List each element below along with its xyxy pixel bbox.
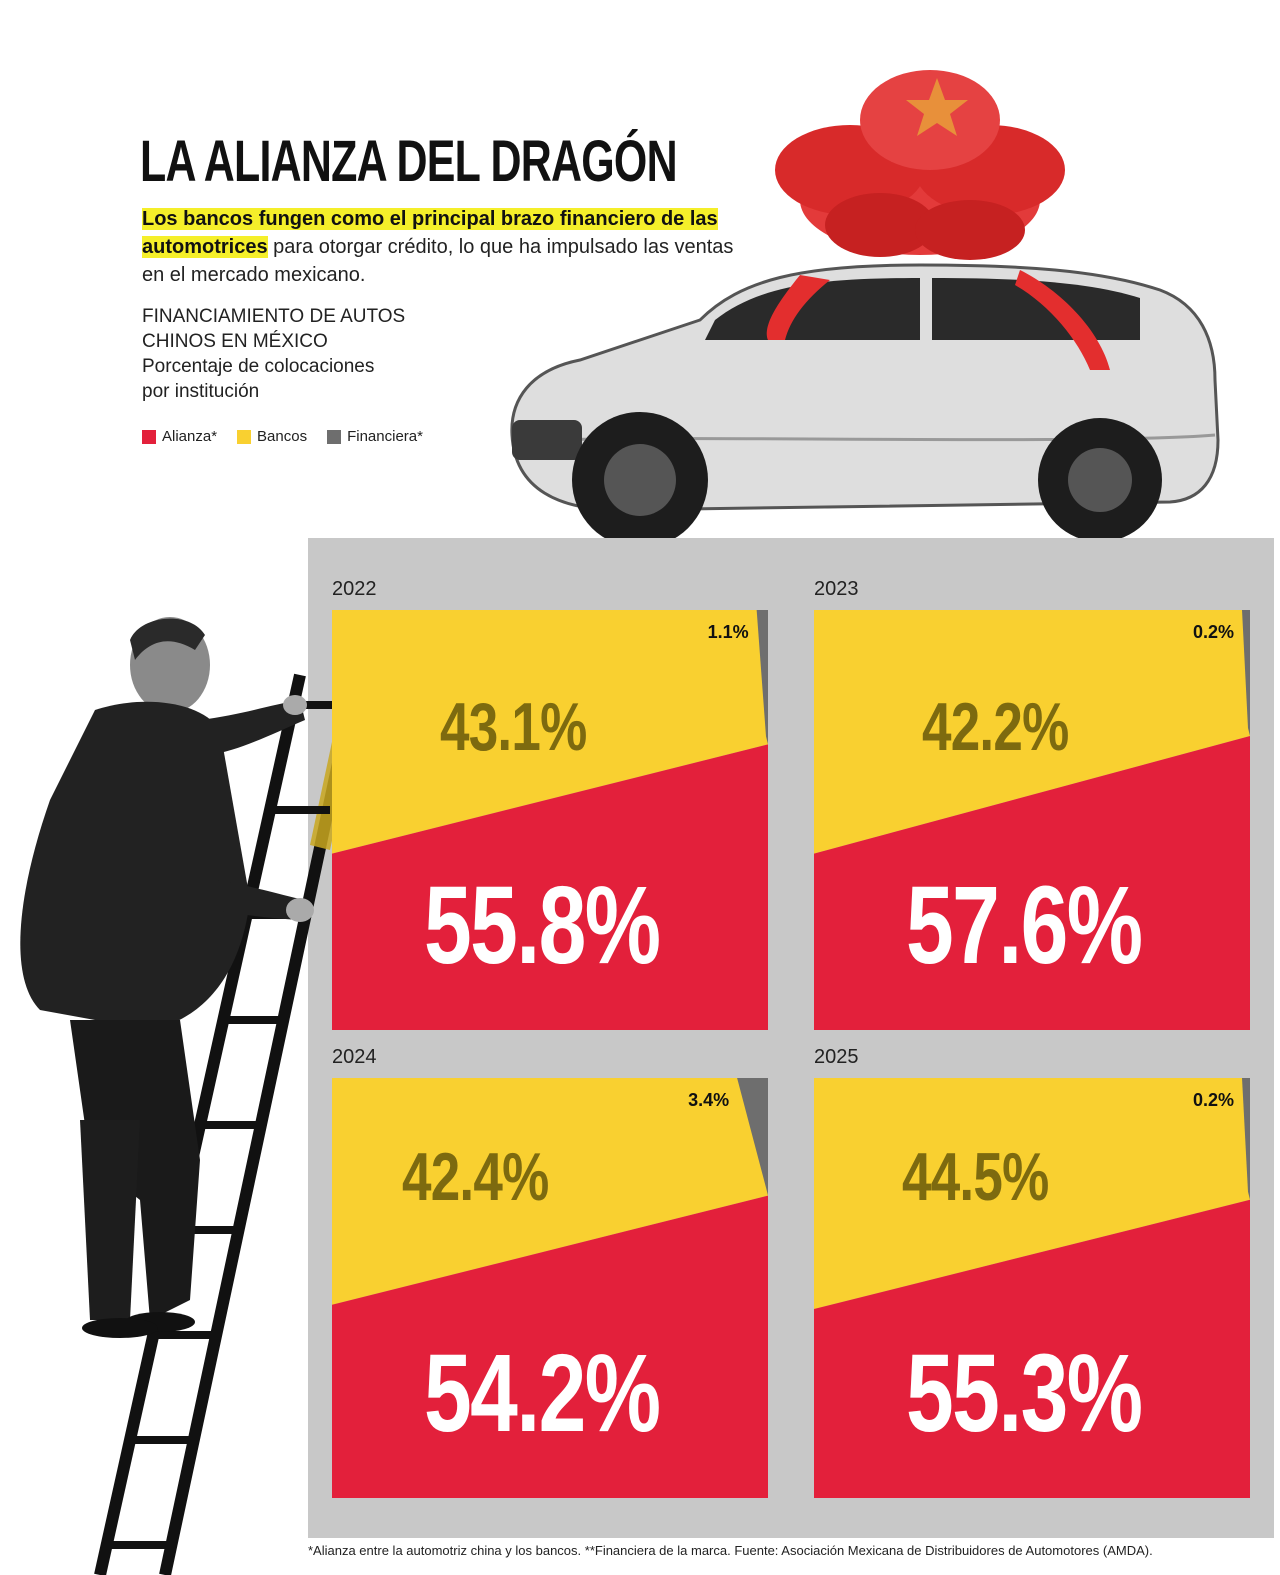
alianza-value-label: 55.3% xyxy=(906,1332,1143,1455)
legend-item-alianza: Alianza* xyxy=(142,428,217,445)
chart-panel-2024: 54.2% 42.4% 3.4% xyxy=(332,1078,768,1498)
bancos-value-label: 42.4% xyxy=(402,1139,549,1215)
chart-svg-2024 xyxy=(332,1078,768,1498)
footnote: *Alianza entre la automotriz china y los… xyxy=(308,1543,1153,1558)
bancos-value-label: 43.1% xyxy=(440,689,587,765)
financiera-area-2025 xyxy=(1242,1078,1250,1200)
financiera-area-2024 xyxy=(737,1078,768,1196)
bancos-area-2024 xyxy=(332,1078,768,1305)
legend-label-financiera: Financiera* xyxy=(347,428,423,445)
chart-panel-2023: 57.6% 42.2% 0.2% xyxy=(814,610,1250,1030)
chart-label-line3: Porcentaje de colocaciones xyxy=(142,356,375,377)
bancos-area-2022 xyxy=(332,610,768,854)
chart-description: FINANCIAMIENTO DE AUTOS CHINOS EN MÉXICO… xyxy=(142,304,462,404)
financiera-value-label: 0.2% xyxy=(1192,1090,1234,1110)
page-title: LA ALIANZA DEL DRAGÓN xyxy=(140,129,678,194)
alianza-value-label: 54.2% xyxy=(424,1332,661,1455)
alianza-value-label: 55.8% xyxy=(424,864,661,987)
page-subtitle: Los bancos fungen como el principal braz… xyxy=(142,205,742,289)
alianza-value-label: 57.6% xyxy=(906,864,1143,987)
legend: Alianza* Bancos Financiera* xyxy=(142,428,423,445)
star-icon xyxy=(906,78,968,136)
alianza-area-2022 xyxy=(332,744,768,1030)
legend-label-alianza: Alianza* xyxy=(162,428,218,445)
chart-label-line1: FINANCIAMIENTO DE AUTOS xyxy=(142,306,406,327)
alianza-area-2025 xyxy=(814,1199,1250,1498)
financiera-area-2023 xyxy=(1242,610,1250,736)
chart-svg-2023 xyxy=(814,610,1250,1030)
chart-label-line4: por institución xyxy=(142,381,260,402)
chart-label-line2: CHINOS EN MÉXICO xyxy=(142,331,328,352)
alianza-area-2023 xyxy=(814,736,1250,1030)
bancos-area-2023 xyxy=(814,610,1250,854)
legend-label-bancos: Bancos xyxy=(257,428,308,445)
bancos-value-label: 42.2% xyxy=(922,689,1069,765)
chart-panel-2025: 55.3% 44.5% 0.2% xyxy=(814,1078,1250,1498)
panel-year-2024: 2024 xyxy=(332,1046,377,1068)
chart-panel-2022: 55.8% 43.1% 1.1% xyxy=(332,610,768,1030)
panel-year-2022: 2022 xyxy=(332,578,377,600)
alianza-area-2024 xyxy=(332,1195,768,1498)
bancos-value-label: 44.5% xyxy=(902,1139,1049,1215)
car-with-bow-illustration xyxy=(510,70,1220,548)
chart-svg-2022 xyxy=(332,610,768,1030)
bancos-area-2025 xyxy=(814,1078,1250,1309)
legend-swatch-bancos xyxy=(237,429,252,444)
legend-item-bancos: Bancos xyxy=(237,428,307,445)
financiera-area-2022 xyxy=(756,610,768,745)
financiera-value-label: 0.2% xyxy=(1192,622,1234,642)
legend-swatch-financiera xyxy=(327,429,342,444)
financiera-value-label: 1.1% xyxy=(707,622,749,642)
panel-year-2023: 2023 xyxy=(814,578,859,600)
chart-svg-2025 xyxy=(814,1078,1250,1498)
man-climbing-ladder-illustration xyxy=(20,617,372,1575)
panel-year-2025: 2025 xyxy=(814,1046,859,1068)
subtitle-rest: para otorgar crédito, lo que ha impulsad… xyxy=(142,236,734,286)
legend-swatch-alianza xyxy=(142,429,156,444)
legend-item-financiera: Financiera* xyxy=(327,428,423,445)
financiera-value-label: 3.4% xyxy=(688,1090,730,1110)
